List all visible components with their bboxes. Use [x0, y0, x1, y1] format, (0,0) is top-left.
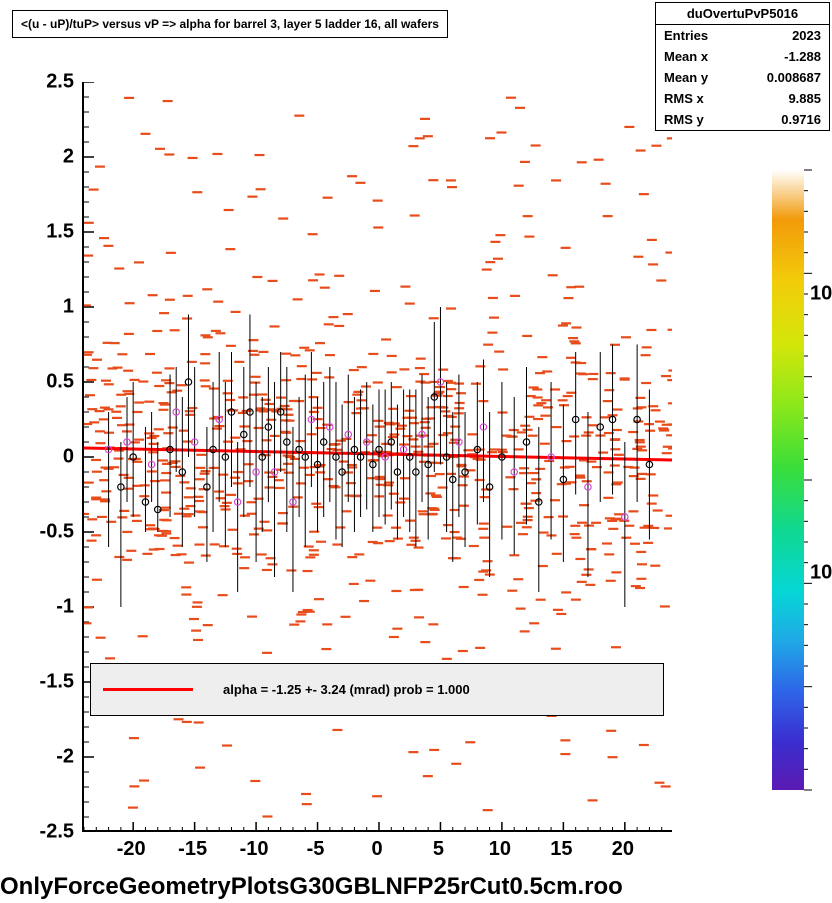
- stats-value: 0.9716: [781, 112, 821, 127]
- y-tick-label: -2: [56, 746, 74, 769]
- stats-value: 9.885: [788, 91, 821, 106]
- legend-text: alpha = -1.25 +- 3.24 (mrad) prob = 1.00…: [223, 682, 470, 697]
- x-tick-label: 20: [612, 838, 634, 861]
- x-tick-label: -20: [117, 838, 146, 861]
- stats-box: duOvertuPvP5016 Entries2023Mean x-1.288M…: [655, 2, 830, 131]
- stats-value: -1.288: [784, 49, 821, 64]
- y-tick-label: 0.5: [46, 371, 74, 394]
- x-tick-label: 15: [550, 838, 572, 861]
- stats-name: duOvertuPvP5016: [656, 3, 829, 25]
- stats-label: Entries: [664, 28, 708, 43]
- stats-value: 2023: [792, 28, 821, 43]
- x-tick-label: 5: [433, 838, 444, 861]
- plot-title-box: <(u - uP)/tuP> versus vP => alpha for ba…: [12, 10, 448, 38]
- y-tick-label: -1.5: [40, 671, 74, 694]
- stats-row: Mean y0.008687: [656, 67, 829, 88]
- stats-value: 0.008687: [767, 70, 821, 85]
- plot-svg: [84, 82, 672, 830]
- x-tick-label: -15: [178, 838, 207, 861]
- plot-title: <(u - uP)/tuP> versus vP => alpha for ba…: [21, 17, 439, 31]
- y-tick-label: 1: [63, 296, 74, 319]
- stats-row: RMS y0.9716: [656, 109, 829, 130]
- fit-legend-box: alpha = -1.25 +- 3.24 (mrad) prob = 1.00…: [90, 663, 664, 716]
- y-tick-label: 2.5: [46, 71, 74, 94]
- x-tick-label: -5: [307, 838, 325, 861]
- plot-area: [82, 82, 672, 832]
- y-tick-label: -2.5: [40, 821, 74, 844]
- stats-row: Mean x -1.288: [656, 46, 829, 67]
- stats-row: RMS x9.885: [656, 88, 829, 109]
- colorbar-tick-label: 10: [810, 562, 832, 585]
- x-tick-label: 0: [371, 838, 382, 861]
- y-tick-label: 0: [63, 446, 74, 469]
- legend-line-sample: [103, 688, 193, 691]
- colorbar-tick-label: 10: [810, 283, 832, 306]
- y-tick-label: -0.5: [40, 521, 74, 544]
- stats-label: Mean x: [664, 49, 708, 64]
- y-tick-label: 2: [63, 146, 74, 169]
- y-tick-label: -1: [56, 596, 74, 619]
- color-axis: 1010: [772, 170, 804, 790]
- footer-filename: OnlyForceGeometryPlotsG30GBLNFP25rCut0.5…: [0, 873, 623, 901]
- x-tick-label: -10: [240, 838, 269, 861]
- y-tick-label: 1.5: [46, 221, 74, 244]
- x-tick-label: 10: [489, 838, 511, 861]
- stats-row: Entries 2023: [656, 25, 829, 46]
